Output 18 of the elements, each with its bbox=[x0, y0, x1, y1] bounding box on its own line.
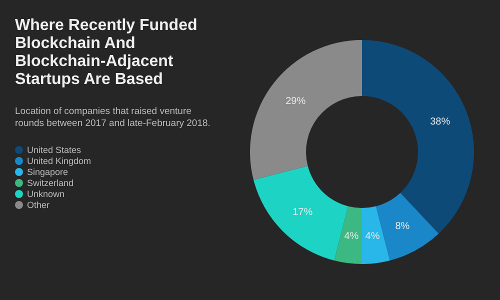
donut-slice bbox=[362, 40, 474, 234]
text: Location of companies that raised venture rounds between 2017 and late-February 2018. bbox=[15, 106, 210, 129]
legend-label: Unknown bbox=[27, 189, 65, 200]
legend-label: Singapore bbox=[27, 167, 68, 178]
data-label: 4% bbox=[344, 230, 359, 242]
data-label: 4% bbox=[365, 230, 380, 242]
data-label: 29% bbox=[286, 96, 306, 108]
chart-title: Where Recently Funded Blockchain And Blockchain-Adjacent Startups Are Based bbox=[15, 17, 198, 88]
donut-slice bbox=[250, 40, 362, 180]
donut-slice bbox=[334, 206, 362, 264]
legend-label: United Kingdom bbox=[27, 156, 92, 166]
legend-label: United States bbox=[27, 145, 82, 156]
legend-label: Switzerland bbox=[27, 178, 74, 188]
data-label: 38% bbox=[430, 116, 450, 128]
legend-label: Other bbox=[27, 200, 50, 210]
donut-slice bbox=[362, 206, 390, 264]
data-label: 17% bbox=[292, 206, 313, 218]
data-label: 8% bbox=[395, 221, 410, 232]
